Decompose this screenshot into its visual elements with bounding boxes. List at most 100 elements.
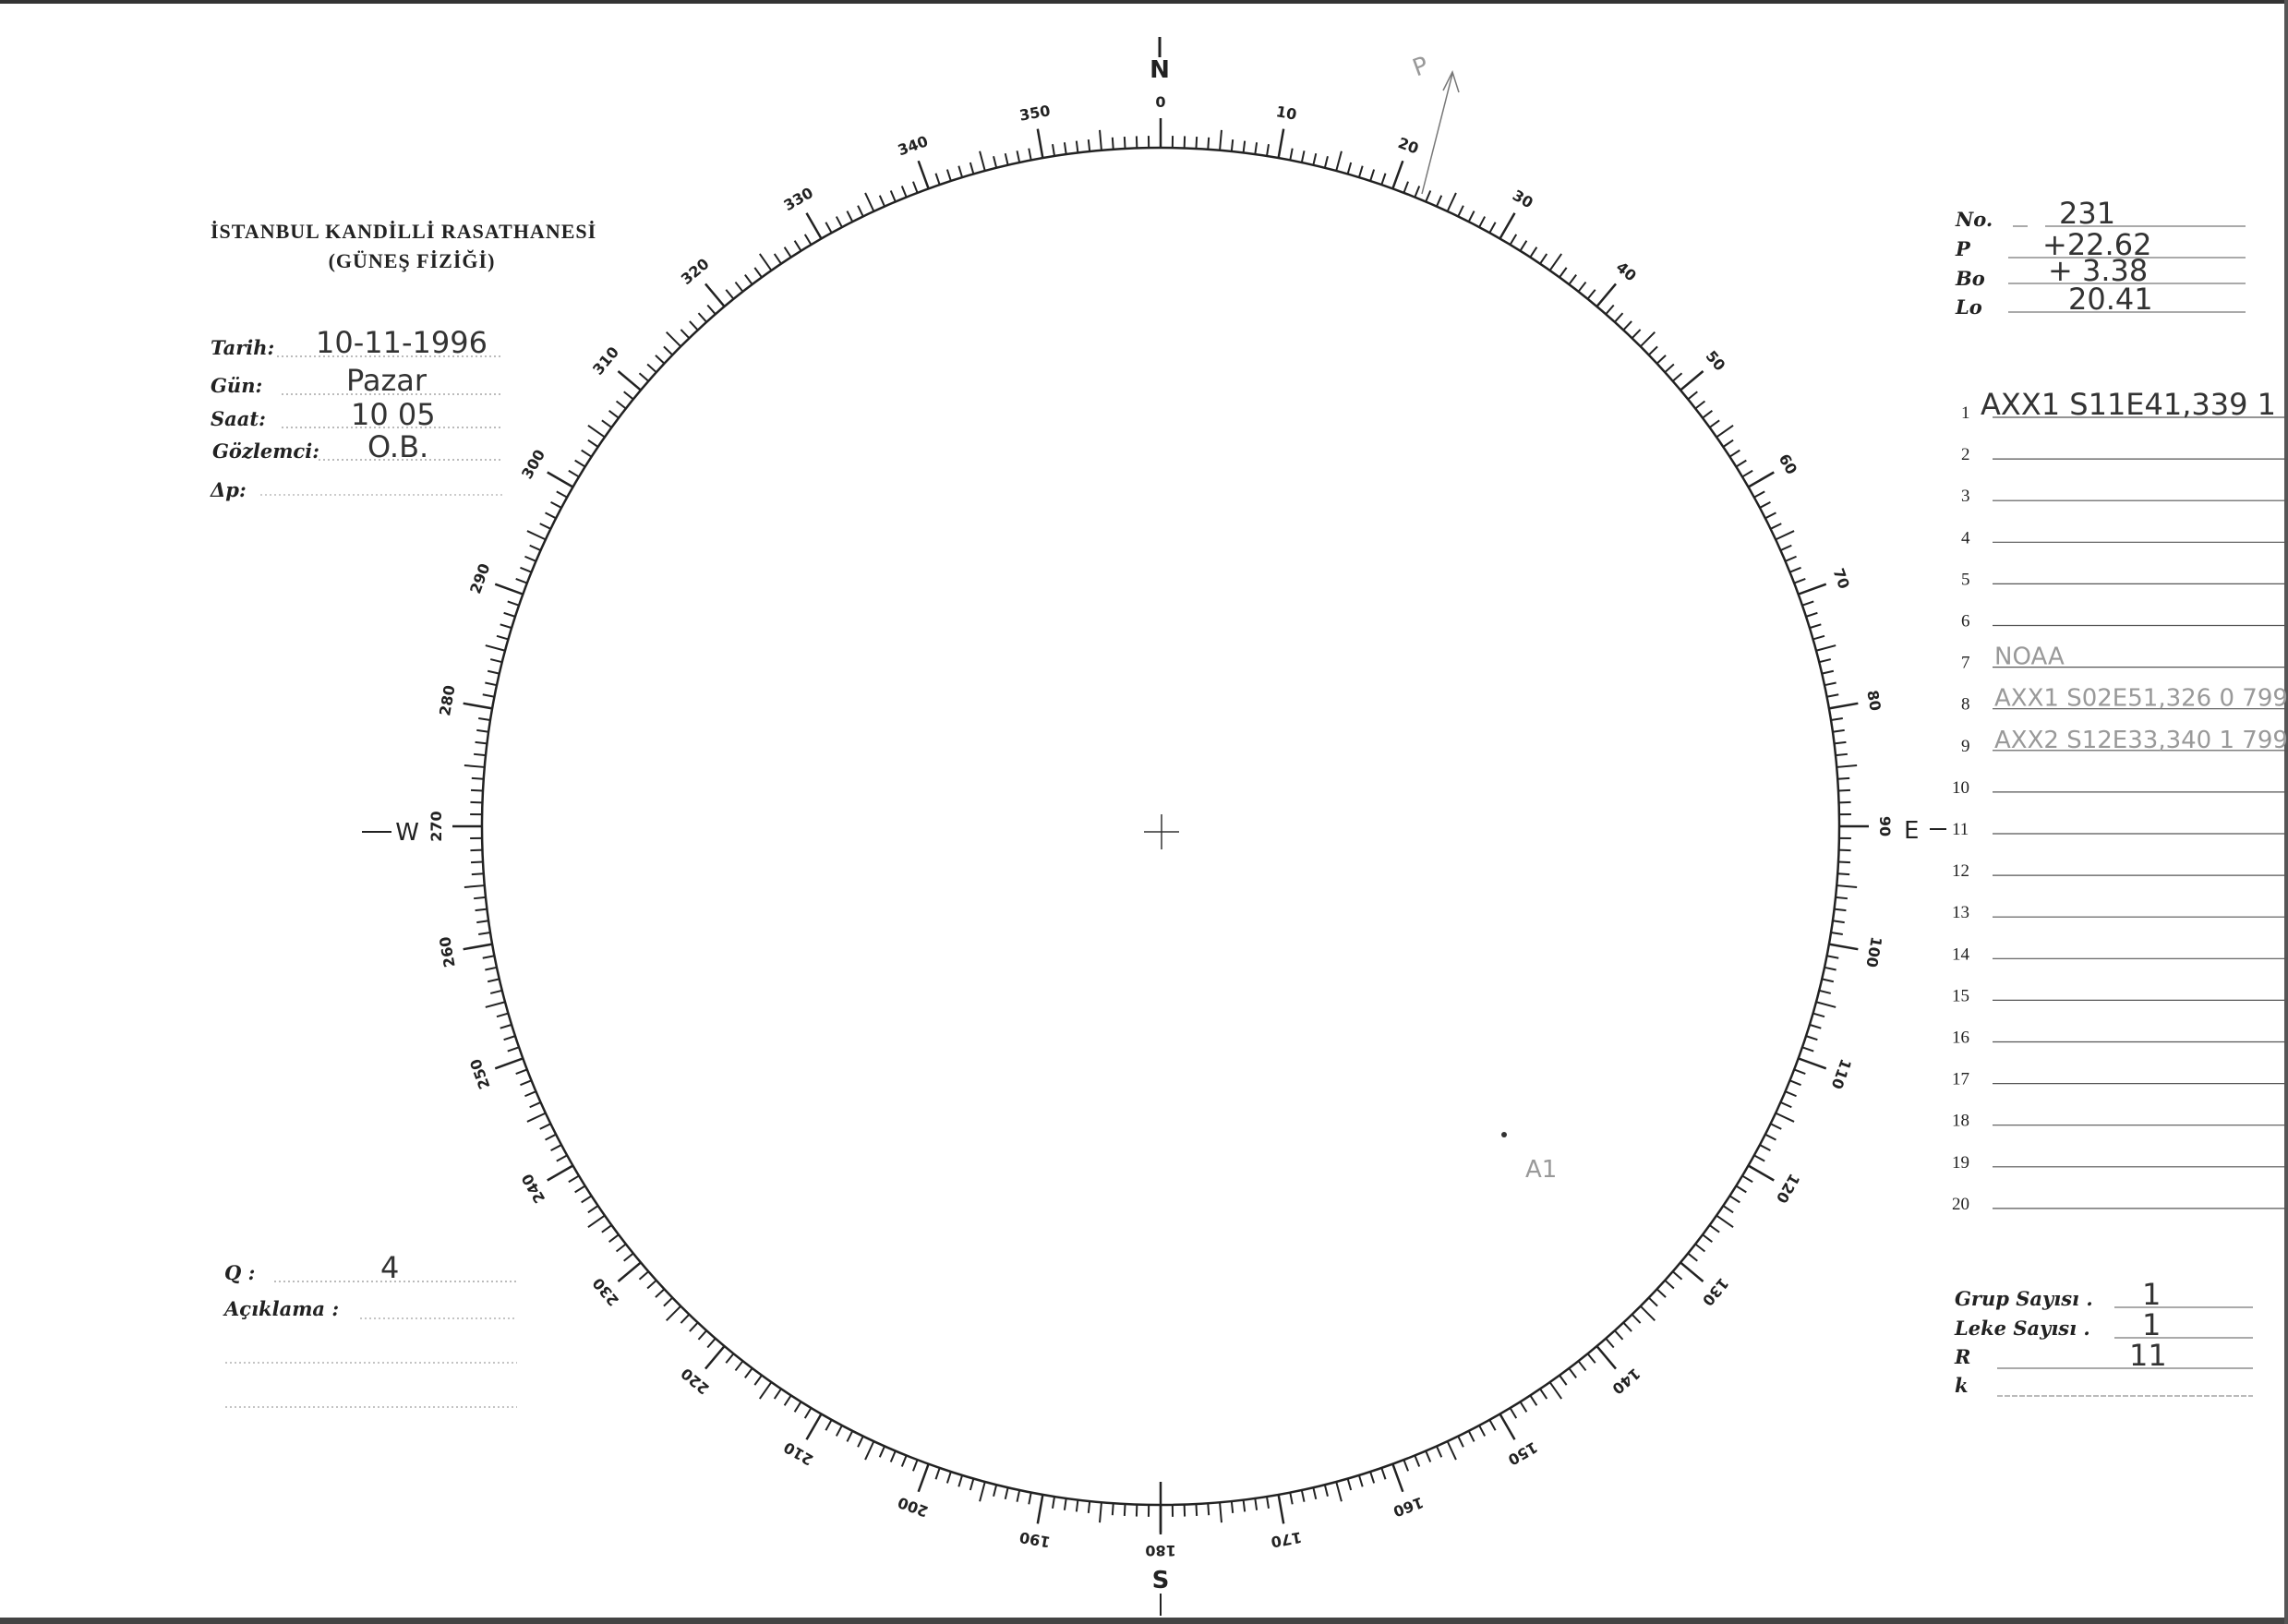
lo-value[interactable]: 20.41 — [2068, 282, 2153, 317]
degree-tick — [638, 372, 649, 382]
degree-tick — [515, 578, 528, 584]
degree-tick — [524, 1090, 536, 1098]
degree-tick — [1824, 966, 1836, 971]
degree-tick — [1770, 523, 1782, 530]
degree-tick — [489, 658, 503, 664]
group-row-entry[interactable]: AXX1 S11E41,339 1 — [1981, 387, 2276, 422]
degree-tick — [1798, 583, 1827, 595]
degree-tick — [638, 1270, 649, 1281]
degree-tick — [623, 1252, 634, 1262]
gozlemci-value[interactable]: O.B. — [367, 429, 428, 464]
degree-label: 10 — [1275, 102, 1298, 124]
degree-tick — [793, 240, 802, 252]
degree-tick — [957, 165, 964, 178]
degree-tick — [857, 205, 864, 217]
degree-tick — [753, 1375, 763, 1386]
r-value[interactable]: 11 — [2129, 1338, 2167, 1373]
group-row-number: 7 — [1961, 654, 1970, 673]
tarih-value[interactable]: 10-11-1996 — [316, 325, 488, 360]
degree-tick — [1087, 138, 1091, 152]
east-label: E — [1904, 817, 1919, 845]
degree-tick — [1798, 1057, 1827, 1070]
degree-label: 0 — [1155, 93, 1165, 111]
degree-label: 250 — [466, 1056, 493, 1091]
degree-tick — [475, 908, 488, 912]
degree-tick — [1716, 1214, 1734, 1229]
group-row: 6 — [1961, 612, 2288, 632]
degree-tick — [1380, 173, 1387, 186]
degree-tick — [1836, 884, 1858, 888]
degree-tick — [608, 410, 620, 419]
degree-tick — [1648, 345, 1658, 356]
degree-tick — [663, 1296, 673, 1307]
group-row: 20 — [1952, 1195, 2288, 1214]
group-row: 5 — [1961, 570, 2288, 589]
degree-tick — [1835, 752, 1848, 757]
south-label: S — [1152, 1567, 1170, 1594]
leke-sayisi-value[interactable]: 1 — [2142, 1307, 2161, 1342]
degree-tick — [1837, 788, 1851, 792]
degree-label: 260 — [436, 935, 459, 968]
degree-tick — [864, 192, 875, 212]
group-list: 1 AXX1 S11E41,339 1 2 3 4 5 6 7 NOAA 8 AXX1 S02E51… — [1952, 387, 2288, 1214]
degree-tick — [503, 611, 516, 618]
degree-tick — [1747, 471, 1775, 488]
degree-tick — [697, 1329, 707, 1341]
group-row-entry[interactable]: NOAA — [1994, 644, 2065, 671]
group-row-number: 11 — [1952, 820, 1969, 839]
notes-fields: Q : 4 Açıklama : — [223, 1250, 517, 1408]
degree-tick — [1519, 1401, 1528, 1413]
sunspot-group-label: A1 — [1525, 1156, 1557, 1184]
degree-tick — [969, 1478, 975, 1491]
gun-value[interactable]: Pazar — [346, 363, 427, 398]
degree-tick — [1805, 1035, 1818, 1041]
degree-tick — [550, 500, 562, 509]
compass-marks — [362, 37, 1946, 1616]
degree-tick — [725, 289, 735, 300]
sunspot-mark[interactable] — [1501, 1132, 1507, 1137]
no-value[interactable]: 231 — [2059, 196, 2115, 231]
grup-sayisi-value[interactable]: 1 — [2142, 1277, 2161, 1312]
degree-tick — [1834, 740, 1847, 745]
saat-value[interactable]: 10 05 — [351, 397, 436, 432]
degree-tick — [1709, 419, 1720, 428]
degree-tick — [689, 320, 699, 331]
degree-tick — [1577, 1360, 1587, 1372]
degree-tick — [889, 190, 897, 202]
group-row: 14 — [1952, 944, 2288, 964]
degree-tick — [979, 150, 986, 172]
degree-tick — [1735, 459, 1747, 468]
degree-tick — [1722, 1205, 1734, 1214]
group-row-number: 14 — [1952, 944, 1970, 964]
degree-tick — [793, 1401, 802, 1413]
degree-tick — [1369, 1471, 1376, 1484]
degree-label: 160 — [1391, 1494, 1426, 1521]
bo-value[interactable]: + 3.38 — [2048, 253, 2148, 288]
degree-tick — [1801, 1046, 1814, 1053]
degree-tick — [463, 702, 493, 710]
degree-tick — [725, 1353, 735, 1364]
degree-label: 90 — [1876, 816, 1894, 836]
degree-tick — [1648, 1296, 1658, 1307]
group-row: 2 — [1961, 445, 2288, 464]
degree-label: 310 — [589, 343, 622, 379]
degree-tick — [520, 1079, 532, 1087]
degree-tick — [1836, 764, 1858, 768]
group-row-entry[interactable]: AXX2 S12E33,340 1 7996 — [1994, 727, 2288, 754]
group-row-entry[interactable]: AXX1 S02E51,326 0 7993 — [1994, 685, 2288, 713]
degree-tick — [1728, 1195, 1740, 1204]
q-value[interactable]: 4 — [380, 1250, 399, 1285]
group-row-number: 1 — [1961, 403, 1970, 423]
degree-tick — [666, 331, 681, 347]
degree-tick — [697, 312, 707, 323]
degree-label: 40 — [1613, 259, 1640, 285]
disk-limb — [480, 146, 1841, 1507]
degree-tick — [704, 283, 726, 307]
degree-tick — [1195, 1503, 1198, 1517]
degree-tick — [878, 195, 885, 207]
p-value[interactable]: +22.62 — [2042, 227, 2151, 262]
group-row-number: 18 — [1952, 1112, 1969, 1131]
degree-tick — [1586, 289, 1596, 300]
degree-tick — [617, 370, 642, 391]
degree-tick — [470, 788, 484, 792]
